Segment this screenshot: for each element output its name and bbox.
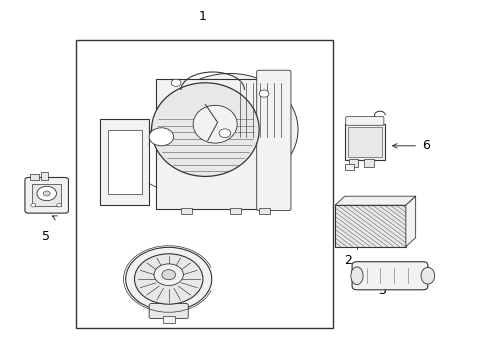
Circle shape <box>31 203 36 207</box>
Bar <box>334 205 405 247</box>
Bar <box>76 40 332 328</box>
Circle shape <box>149 128 173 146</box>
Circle shape <box>219 129 230 138</box>
Bar <box>181 208 191 214</box>
Text: 3: 3 <box>378 284 386 297</box>
Ellipse shape <box>161 73 297 186</box>
FancyBboxPatch shape <box>256 70 290 211</box>
Bar <box>344 124 384 160</box>
Circle shape <box>259 90 268 97</box>
Bar <box>30 174 39 180</box>
Bar <box>100 119 149 205</box>
Ellipse shape <box>420 267 434 284</box>
Polygon shape <box>405 196 415 247</box>
Circle shape <box>162 270 175 280</box>
Circle shape <box>57 203 61 207</box>
Bar <box>163 316 174 323</box>
FancyBboxPatch shape <box>149 303 188 319</box>
Circle shape <box>134 254 203 304</box>
Bar <box>348 159 358 167</box>
Circle shape <box>43 191 50 196</box>
Bar <box>344 164 353 170</box>
Polygon shape <box>156 79 278 209</box>
Circle shape <box>125 247 211 311</box>
Ellipse shape <box>193 105 237 143</box>
Circle shape <box>171 79 181 86</box>
Polygon shape <box>334 196 415 205</box>
Text: 1: 1 <box>199 10 206 23</box>
Bar <box>259 208 269 214</box>
Bar <box>107 130 142 194</box>
FancyBboxPatch shape <box>345 117 383 125</box>
Bar <box>32 184 61 206</box>
Text: 6: 6 <box>421 139 429 152</box>
Text: 2: 2 <box>344 254 351 267</box>
Bar <box>229 208 240 214</box>
Ellipse shape <box>350 267 362 285</box>
Ellipse shape <box>151 83 259 176</box>
Circle shape <box>154 264 183 285</box>
Text: 5: 5 <box>42 230 50 243</box>
FancyBboxPatch shape <box>25 177 68 213</box>
Bar <box>41 172 48 180</box>
FancyBboxPatch shape <box>351 262 427 290</box>
Bar <box>364 159 373 167</box>
Bar <box>347 127 381 157</box>
Circle shape <box>37 186 57 201</box>
Text: 4: 4 <box>136 294 144 307</box>
